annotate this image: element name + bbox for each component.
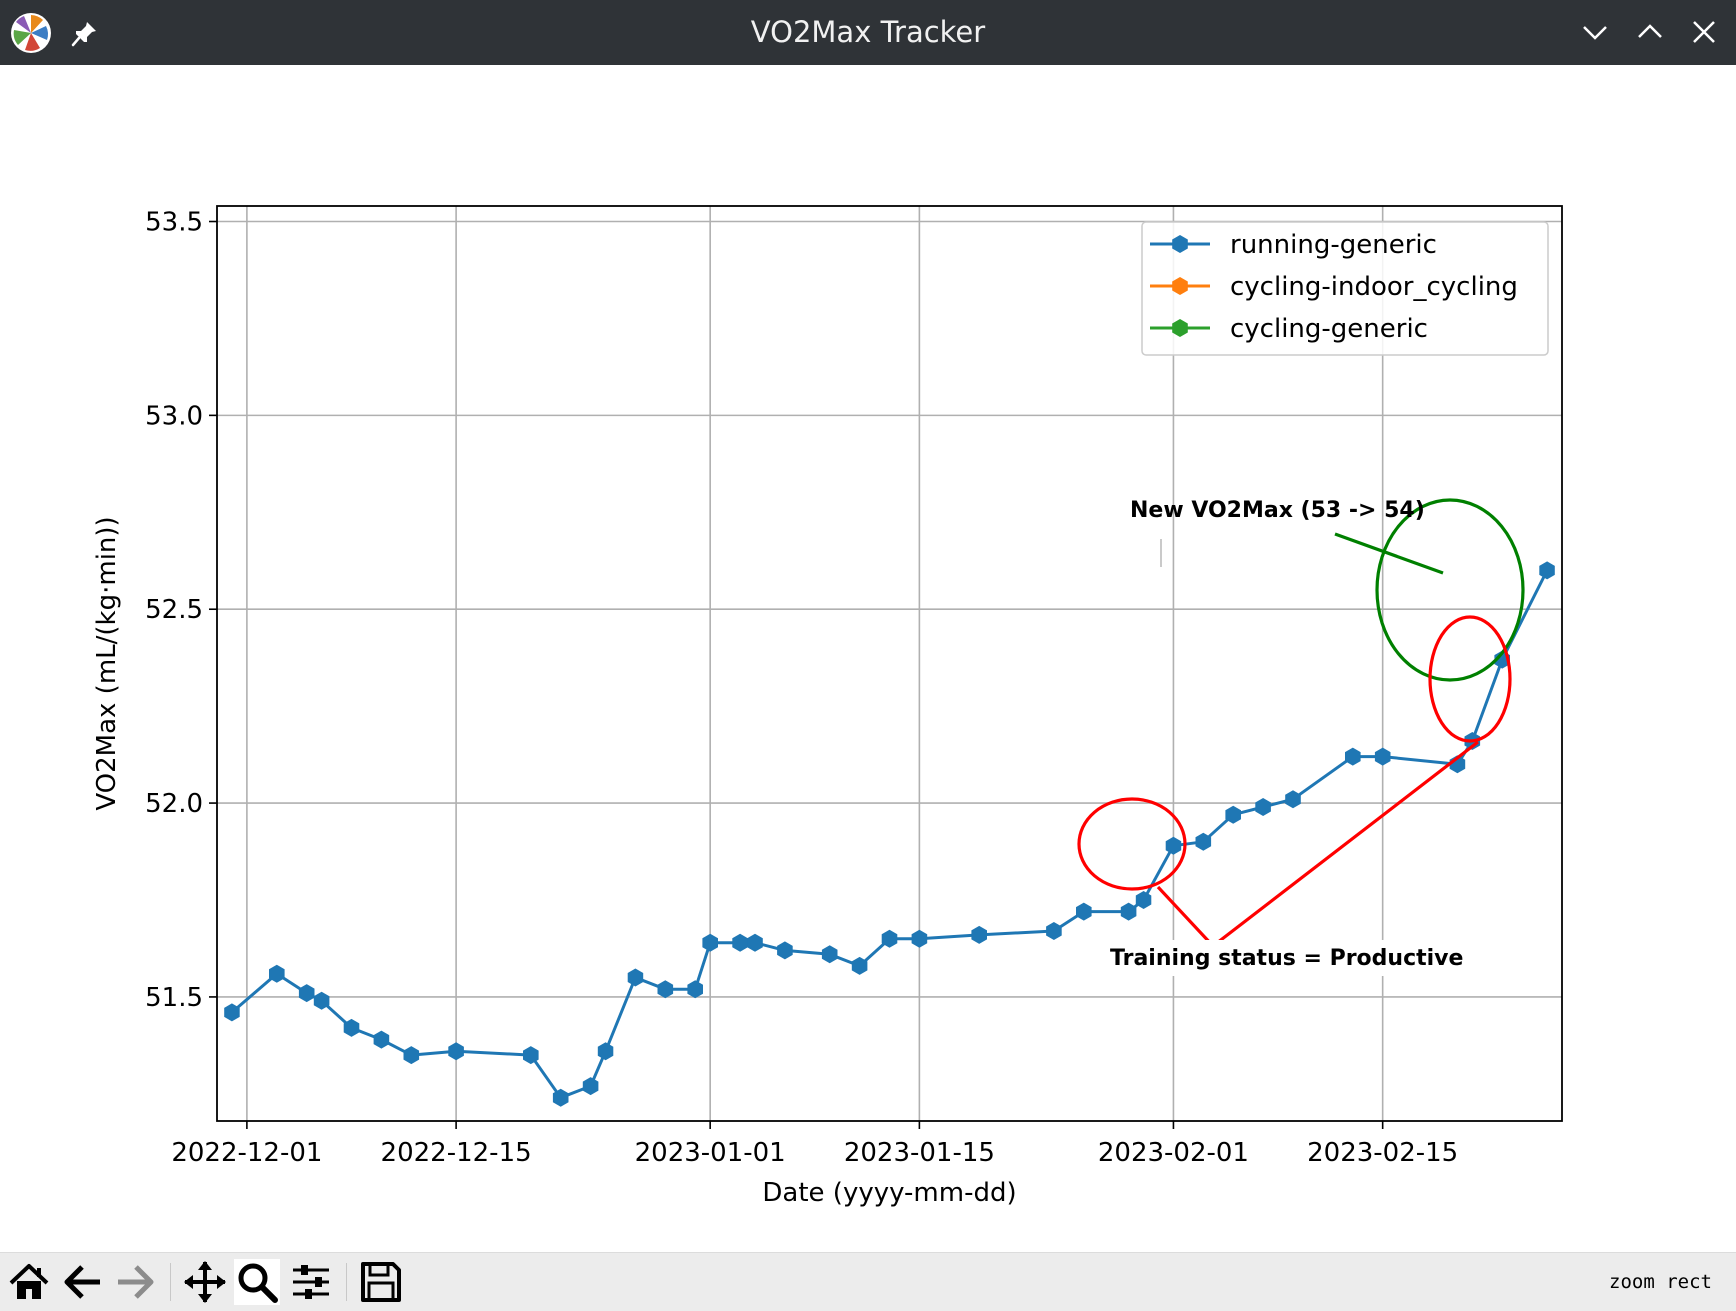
y-axis-label: VO2Max (mL/(kg·min)) xyxy=(92,516,122,810)
legend-swatch-marker xyxy=(1172,277,1188,295)
x-tick-label: 2023-01-15 xyxy=(844,1138,995,1168)
series-layer xyxy=(224,561,1555,1107)
toolbar-status-text: zoom rect xyxy=(1609,1271,1712,1293)
arrow-right-icon[interactable] xyxy=(112,1259,158,1305)
vo2max-line-chart: 2022-12-01 2022-12-15 2023-01-01 2023-01-15… xyxy=(92,205,1563,1208)
x-tick-label: 2023-01-01 xyxy=(635,1138,786,1168)
annotations-layer: New VO2Max (53 -> 54) Training status = P… xyxy=(1077,498,1525,976)
y-tick-label: 52.0 xyxy=(145,789,203,819)
data-point xyxy=(1135,891,1152,909)
legend-entry-running-generic: running-generic xyxy=(1230,230,1437,260)
pin-icon[interactable] xyxy=(70,18,100,48)
data-point xyxy=(1076,902,1092,921)
data-point xyxy=(582,1077,599,1096)
green-annotation-arrow xyxy=(1334,532,1444,575)
data-point xyxy=(224,1003,240,1022)
data-point xyxy=(881,929,898,948)
data-point xyxy=(1255,798,1271,816)
legend-entry-cycling-indoor_cycling: cycling-indoor_cycling xyxy=(1230,272,1518,302)
red-annotation-text: Training status = Productive xyxy=(1110,946,1463,971)
window-title: VO2Max Tracker xyxy=(750,15,986,49)
x-axis-ticks: 2022-12-01 2022-12-15 2023-01-01 2023-01-15… xyxy=(171,1121,1458,1168)
data-point xyxy=(1374,747,1391,766)
data-point xyxy=(702,933,718,952)
series-line-running-generic xyxy=(230,569,1549,1100)
data-point xyxy=(298,984,315,1003)
y-tick-label: 51.5 xyxy=(145,983,203,1013)
maximize-button[interactable] xyxy=(1634,16,1666,48)
data-point xyxy=(1120,902,1137,921)
data-point xyxy=(971,925,987,944)
data-point xyxy=(373,1030,390,1049)
data-point xyxy=(448,1042,464,1061)
legend: running-generic cycling-indoor_cyclingcyc… xyxy=(1141,221,1549,356)
x-tick-label: 2023-02-01 xyxy=(1098,1138,1249,1168)
data-point xyxy=(1165,836,1182,855)
y-axis-ticks: 51.5 52.0 52.5 53.0 53.5 xyxy=(145,208,217,1013)
green-annotation-text: New VO2Max (53 -> 54) xyxy=(1130,498,1425,523)
arrow-left-icon[interactable] xyxy=(60,1259,106,1305)
y-tick-label: 53.0 xyxy=(145,401,203,431)
data-point xyxy=(597,1042,614,1061)
red-circle-highlight xyxy=(1077,797,1187,891)
data-point xyxy=(821,945,838,964)
move-icon[interactable] xyxy=(182,1259,228,1305)
x-axis-label: Date (yyyy-mm-dd) xyxy=(762,1178,1016,1208)
data-point xyxy=(911,929,928,948)
data-point xyxy=(777,941,793,960)
data-point xyxy=(552,1088,569,1107)
y-tick-label: 53.5 xyxy=(145,208,203,238)
x-tick-label: 2022-12-15 xyxy=(381,1138,532,1168)
data-point xyxy=(269,964,285,983)
data-point xyxy=(523,1046,539,1065)
data-point xyxy=(687,980,703,999)
toolbar-separator xyxy=(346,1263,347,1301)
data-point xyxy=(343,1018,360,1037)
legend-swatch-marker xyxy=(1172,319,1188,337)
plot-frame xyxy=(216,205,1563,1122)
red-circle-highlight xyxy=(1428,615,1512,743)
title-bar: VO2Max Tracker xyxy=(0,0,1736,65)
legend-swatch-marker xyxy=(1172,235,1188,253)
y-tick-label: 52.5 xyxy=(145,595,203,625)
green-circle-highlight xyxy=(1375,498,1525,682)
x-tick-label: 2022-12-01 xyxy=(171,1138,322,1168)
x-tick-label: 2023-02-15 xyxy=(1307,1138,1458,1168)
home-icon[interactable] xyxy=(6,1259,52,1305)
chart-area[interactable]: 2022-12-01 2022-12-15 2023-01-01 2023-01-15… xyxy=(0,65,1736,1252)
data-point xyxy=(1225,805,1241,824)
data-point xyxy=(313,991,330,1010)
data-point xyxy=(1046,922,1062,940)
data-point xyxy=(1539,561,1555,580)
data-point xyxy=(403,1046,420,1065)
data-point xyxy=(732,933,748,952)
floppy-disk-icon[interactable] xyxy=(358,1259,404,1305)
minimize-button[interactable] xyxy=(1579,16,1611,48)
data-point xyxy=(1195,832,1212,851)
magnifier-icon[interactable] xyxy=(234,1259,280,1305)
navigation-toolbar: zoom rect xyxy=(0,1252,1736,1311)
legend-box xyxy=(1141,221,1549,356)
close-button[interactable] xyxy=(1688,16,1720,48)
data-point xyxy=(627,968,644,987)
data-point xyxy=(747,933,763,952)
data-point xyxy=(851,956,868,975)
app-logo-icon xyxy=(11,13,51,53)
legend-entry-cycling-generic: cycling-generic xyxy=(1230,314,1428,344)
data-point xyxy=(657,980,674,999)
toolbar-separator xyxy=(170,1263,171,1301)
annotation-text-background xyxy=(1106,940,1490,976)
data-point xyxy=(1345,747,1361,766)
data-point xyxy=(1285,790,1301,809)
sliders-icon[interactable] xyxy=(288,1259,334,1305)
